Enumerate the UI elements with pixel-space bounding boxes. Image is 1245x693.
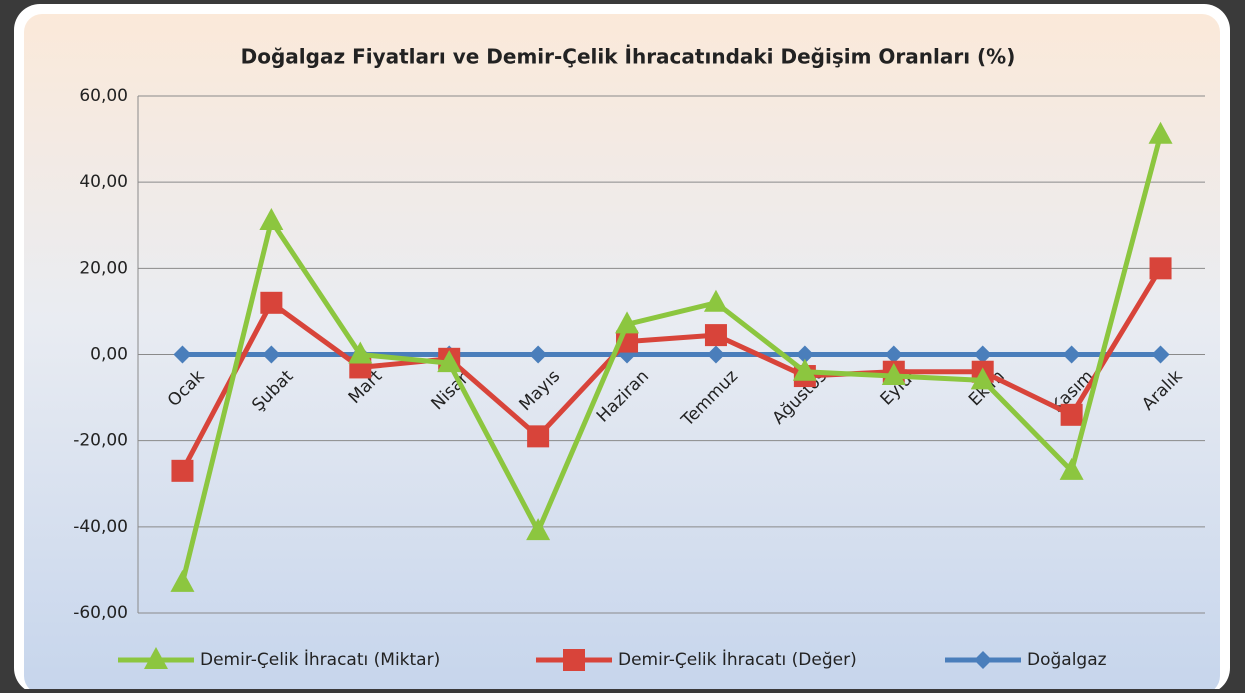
legend-marker: [563, 649, 585, 671]
y-tick-label: 0,00: [90, 345, 128, 365]
page: {"chart_data": {"type": "line", "title":…: [0, 0, 1245, 689]
chart-title: Doğalgaz Fiyatları ve Demir-Çelik İhraca…: [241, 45, 1016, 69]
point: [260, 292, 282, 314]
point: [705, 324, 727, 346]
y-tick-label: -20,00: [73, 431, 128, 451]
y-tick-label: 60,00: [79, 86, 128, 106]
chart: Doğalgaz Fiyatları ve Demir-Çelik İhraca…: [0, 0, 1245, 689]
legend-label: Demir-Çelik İhracatı (Değer): [618, 649, 857, 670]
y-tick-label: 20,00: [79, 258, 128, 278]
y-tick-label: -40,00: [73, 517, 128, 537]
legend-label: Doğalgaz: [1027, 650, 1107, 670]
point: [1150, 257, 1172, 279]
y-tick-label: -60,00: [73, 603, 128, 623]
point: [171, 460, 193, 482]
y-tick-label: 40,00: [79, 172, 128, 192]
legend-label: Demir-Çelik İhracatı (Miktar): [200, 649, 440, 670]
point: [1061, 404, 1083, 426]
point: [527, 425, 549, 447]
